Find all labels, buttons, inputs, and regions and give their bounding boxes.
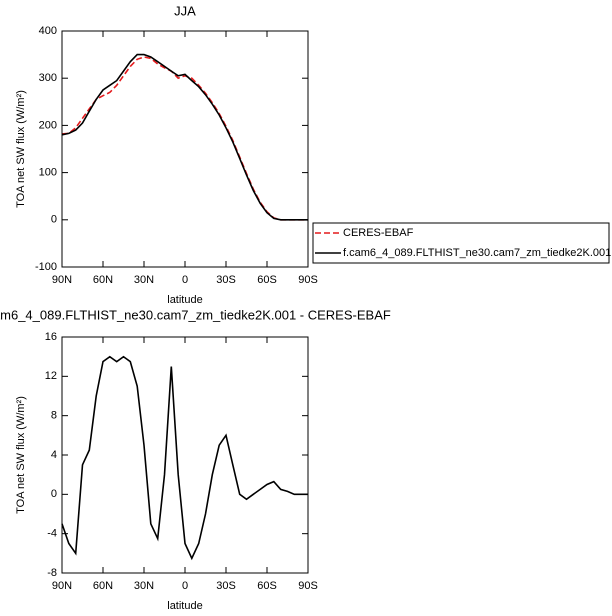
chart: JJA latitude TOA net SW flux (W/m²) -100 0 10… [15, 3, 611, 305]
data-line [61, 56, 308, 221]
y-tick-label: 400 [39, 25, 57, 37]
y-tick-label: 100 [39, 167, 57, 179]
x-tick-label: 0 [182, 580, 188, 592]
x-tick-label: 30S [216, 274, 236, 286]
x-tick-label: 90S [298, 274, 318, 286]
x-tick-label: 60S [257, 274, 277, 286]
x-tick-label: 30N [134, 274, 154, 286]
x-tick-label: 60S [257, 580, 277, 592]
legend-label: CERES-EBAF [343, 227, 414, 239]
x-tick-label: 90N [52, 274, 72, 286]
x-tick-label: 60N [93, 274, 113, 286]
y-tick-label: 8 [51, 410, 57, 422]
y-tick-label: 16 [45, 331, 57, 343]
x-tick-label: 60N [93, 580, 113, 592]
y-tick-label: -4 [47, 528, 57, 540]
y-tick-label: 300 [39, 72, 57, 84]
y-tick-label: 12 [45, 370, 57, 382]
plot-frame [61, 336, 309, 574]
plot-frame [61, 30, 309, 268]
x-tick-label: 90N [52, 580, 72, 592]
x-tick-label: 30N [134, 580, 154, 592]
chart-title: f.cam6_4_089.FLTHIST_ne30.cam7_zm_tiedke… [0, 307, 391, 322]
y-tick-label: -8 [47, 567, 57, 579]
x-axis-label: latitude [167, 294, 202, 306]
x-tick-label: 30S [216, 580, 236, 592]
data-line [61, 53, 308, 221]
y-tick-label: 0 [51, 214, 57, 226]
data-line [61, 355, 308, 561]
x-tick-label: 90S [298, 580, 318, 592]
y-tick-label: 200 [39, 119, 57, 131]
y-tick-label: 4 [51, 449, 57, 461]
legend-label: f.cam6_4_089.FLTHIST_ne30.cam7_zm_tiedke… [343, 247, 611, 259]
y-axis-label: TOA net SW flux (W/m²) [15, 396, 27, 514]
chart: f.cam6_4_089.FLTHIST_ne30.cam7_zm_tiedke… [0, 307, 391, 611]
x-axis-label: latitude [167, 600, 202, 612]
y-tick-label: -100 [35, 261, 57, 273]
legend-box [312, 222, 610, 264]
y-axis-label: TOA net SW flux (W/m²) [15, 90, 27, 208]
y-tick-label: 0 [51, 488, 57, 500]
chart-title: JJA [174, 3, 196, 18]
x-tick-label: 0 [182, 274, 188, 286]
